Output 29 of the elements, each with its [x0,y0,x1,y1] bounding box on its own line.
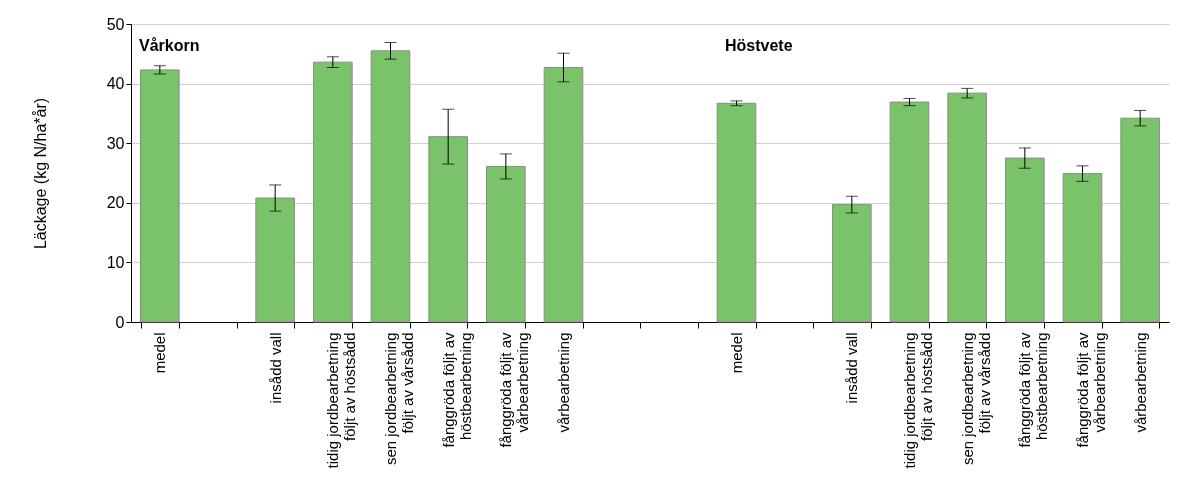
bar [370,50,411,323]
bar [543,67,584,323]
bar [947,92,987,323]
y-tick-label: 40 [106,75,125,93]
bar [832,204,872,323]
y-tick-label: 30 [106,134,125,152]
bar [889,101,930,323]
bar [313,61,353,323]
annotation: Höstvete [725,37,793,54]
x-tick-label: vårbearbetning [1131,332,1149,433]
bar [1062,173,1103,323]
y-axis-title: Läckage (kg N/ha*år) [31,97,49,250]
y-tick-label: 50 [106,15,125,33]
y-tick-label: 10 [106,253,125,271]
bar [1120,117,1160,323]
x-tick-label: medel [728,332,745,374]
x-tick-label: medel [151,332,169,374]
bar [1005,157,1045,323]
bar [140,69,180,323]
bar [428,136,468,323]
bar [486,165,526,323]
annotation: Vårkorn [139,37,200,54]
x-tick-label: vårbearbetning [555,332,572,433]
y-tick-label: 0 [115,313,125,331]
x-tick-label: insådd vall [843,332,861,404]
bar [716,102,757,323]
x-tick-label: insådd vall [266,332,284,404]
y-tick-label: 20 [106,194,125,212]
bar [255,197,295,323]
